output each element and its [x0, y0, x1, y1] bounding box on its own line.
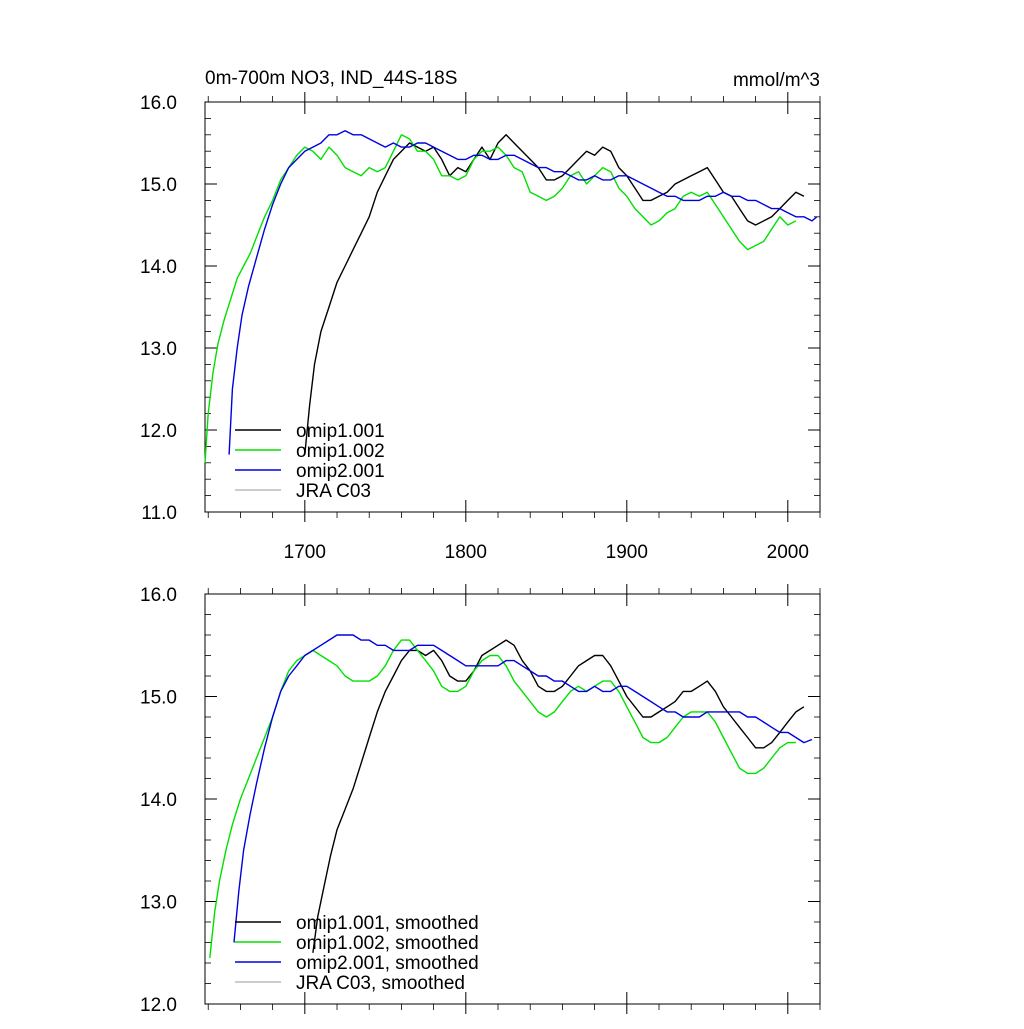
legend-label: omip1.001, smoothed — [296, 913, 479, 934]
x-tick-label: 1700 — [284, 542, 326, 563]
chart-title: 0m-700m NO3, IND_44S-18S — [205, 68, 457, 89]
legend-label: JRA C03 — [296, 481, 371, 502]
y-tick-label: 16.0 — [140, 93, 177, 114]
series-lines-bottom — [209, 634, 813, 958]
series-line-0 — [312, 639, 805, 953]
y-tick-labels-bottom: 12.0 13.0 14.0 15.0 16.0 — [140, 585, 177, 1016]
y-tick-label: 15.0 — [140, 688, 177, 709]
series-lines-top — [204, 130, 818, 463]
legend-label: JRA C03, smoothed — [296, 973, 465, 994]
y-tick-label: 14.0 — [140, 790, 177, 811]
legend-label: omip1.001 — [296, 421, 385, 442]
y-tick-labels-top: 11.0 12.0 13.0 14.0 15.0 16.0 — [140, 93, 177, 524]
series-line-2 — [228, 130, 818, 455]
y-tick-label: 14.0 — [140, 257, 177, 278]
axis-ticks-bottom — [205, 584, 821, 1014]
y-tick-label: 12.0 — [140, 421, 177, 442]
x-tick-labels-top: 1700 1800 1900 2000 — [284, 542, 809, 563]
legend-label: omip2.001, smoothed — [296, 953, 479, 974]
legend-label: omip1.002, smoothed — [296, 933, 479, 954]
x-tick-label: 1900 — [606, 542, 648, 563]
series-line-1 — [209, 639, 796, 958]
axis-ticks-top — [205, 92, 821, 522]
panel-bottom: 12.0 13.0 14.0 15.0 16.0 omip1.001, smoothed… — [140, 584, 821, 1016]
y-tick-label: 13.0 — [140, 893, 177, 914]
legend-label: omip2.001 — [296, 461, 385, 482]
y-tick-label: 11.0 — [141, 503, 177, 524]
legend-label: omip1.002 — [296, 441, 385, 462]
series-line-1 — [204, 134, 797, 463]
units-label: mmol/m^3 — [733, 70, 820, 91]
series-line-0 — [304, 134, 805, 455]
y-tick-label: 12.0 — [140, 995, 177, 1016]
x-tick-label: 2000 — [767, 542, 809, 563]
y-tick-label: 16.0 — [140, 585, 177, 606]
y-tick-label: 13.0 — [140, 339, 177, 360]
plot-frame-top — [204, 101, 821, 513]
series-line-2 — [233, 634, 813, 943]
y-tick-label: 15.0 — [140, 175, 177, 196]
x-tick-label: 1800 — [445, 542, 487, 563]
panel-top: 0m-700m NO3, IND_44S-18S mmol/m^3 11.0 12… — [140, 68, 821, 563]
